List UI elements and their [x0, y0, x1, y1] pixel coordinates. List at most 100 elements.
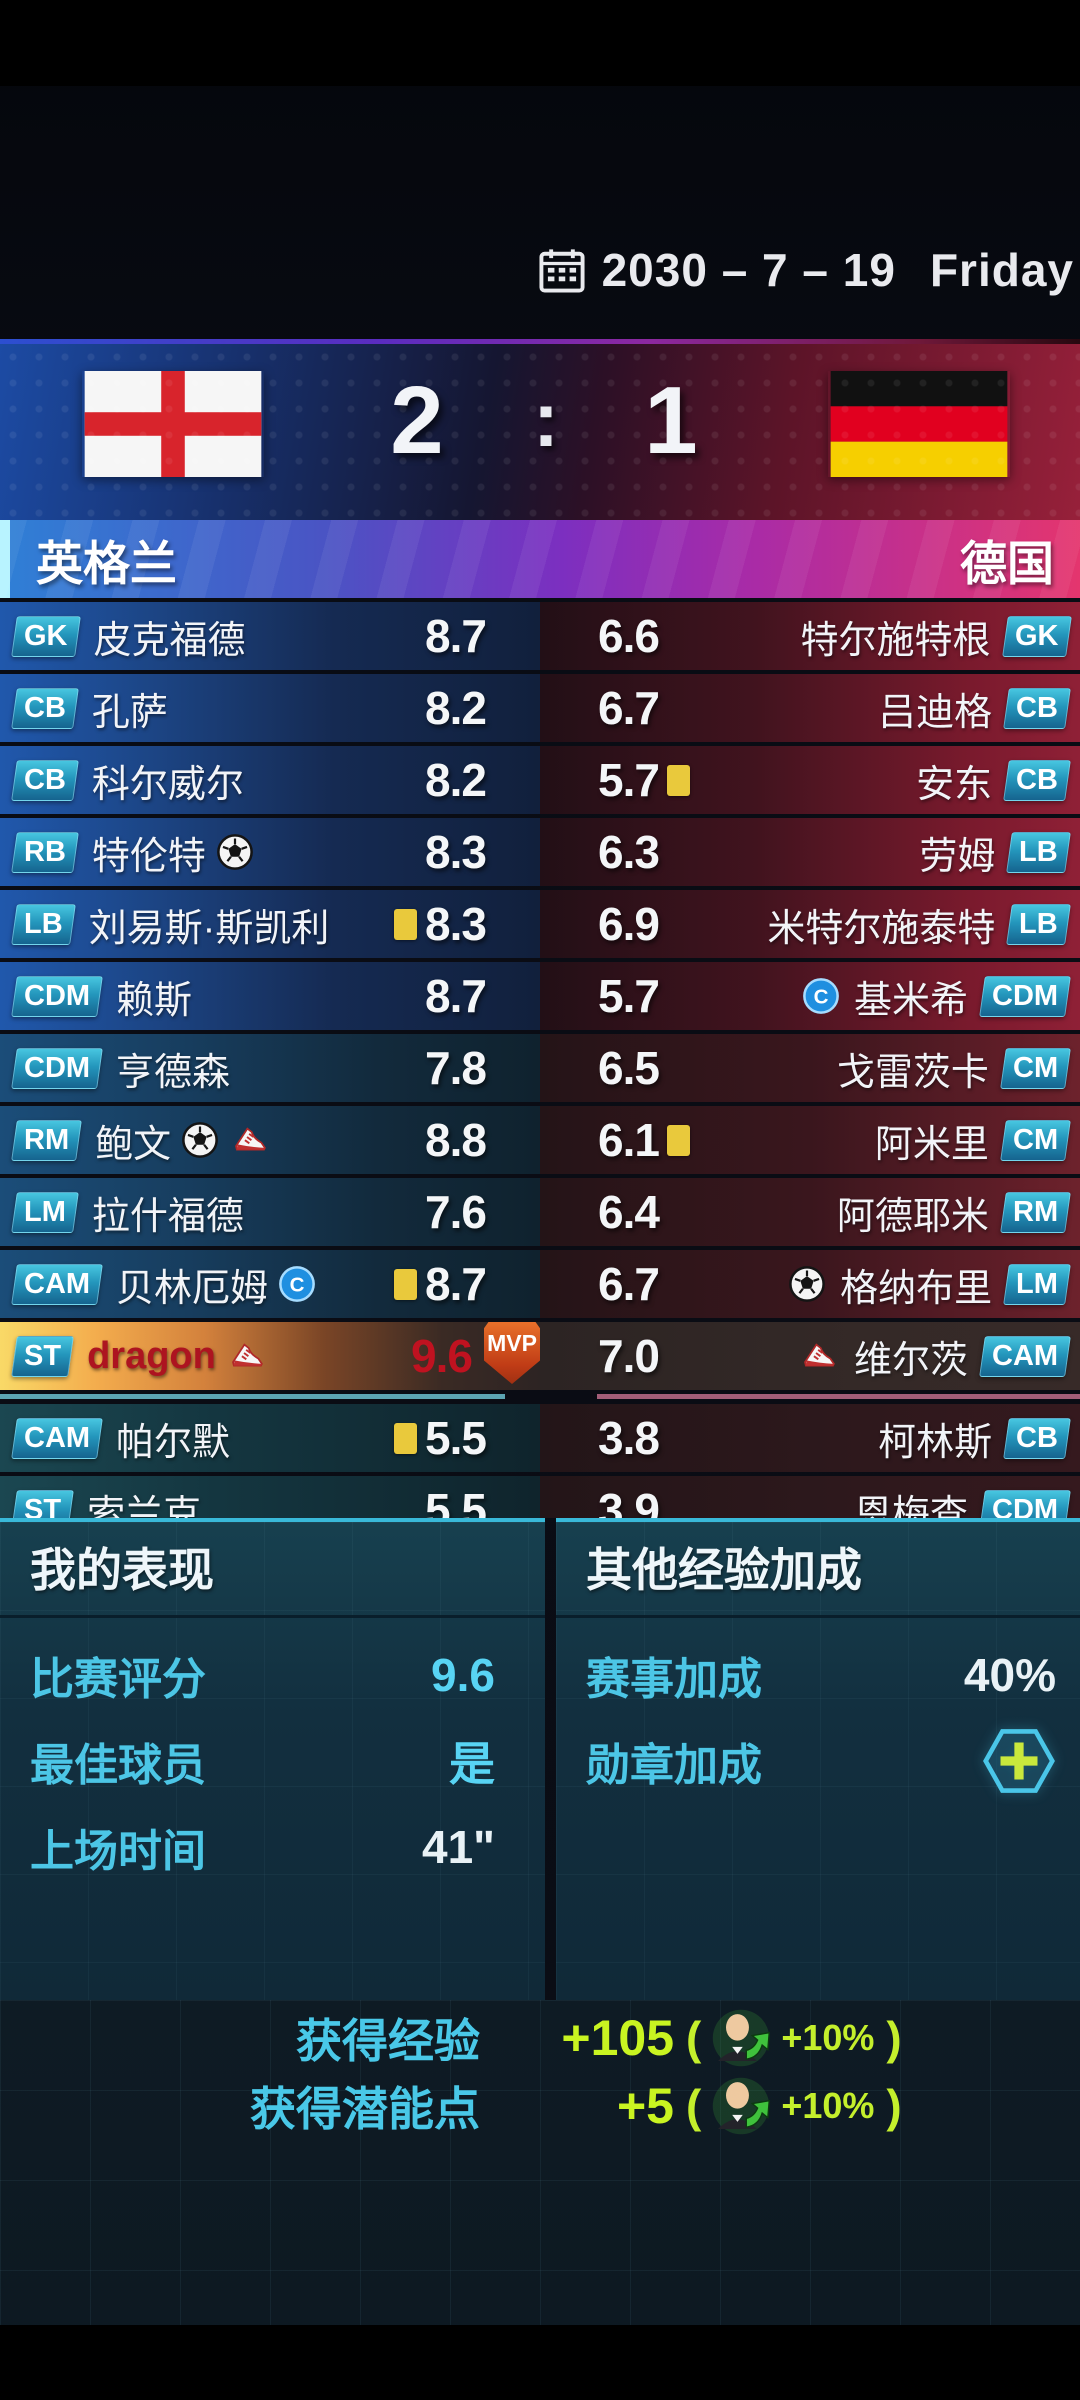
player-row[interactable]: ST dragon 9.6 MVP 7.0 维尔茨 CAM — [0, 1322, 1080, 1390]
position-badge: RM — [1000, 1191, 1071, 1233]
match-rating: 5.7 — [598, 970, 660, 1022]
home-player-cell: ST dragon 9.6 MVP — [0, 1322, 540, 1390]
position-badge: RM — [11, 1119, 82, 1161]
bottom-bar — [0, 2325, 1080, 2400]
player-row[interactable]: CDM 赖斯 8.7 5.7 C 基米希 CDM — [0, 962, 1080, 1030]
player-name: 皮克福德 — [93, 619, 246, 662]
match-rating: 3.8 — [598, 1412, 660, 1464]
captain-icon: C — [802, 977, 840, 1015]
stat-label: 勋章加成 — [586, 1741, 762, 1790]
player-name: 特伦特 — [91, 835, 206, 878]
yellow-card-icon — [394, 1422, 418, 1454]
medal-bonus-add-button[interactable] — [982, 1724, 1056, 1798]
home-player-cell: CDM 亨德森 7.8 — [0, 1034, 540, 1102]
match-rating: 6.7 — [598, 682, 660, 734]
player-name: 安东 — [916, 763, 993, 806]
player-row[interactable]: LM 拉什福德 7.6 6.4 阿德耶米 RM — [0, 1178, 1080, 1246]
match-rating: 6.5 — [598, 1042, 660, 1094]
home-player-cell: RB 特伦特 8.3 — [0, 818, 540, 886]
reward-value: +5 — [616, 2078, 674, 2134]
paren-open: ( — [686, 2080, 702, 2132]
panel-row: 赛事加成 40% — [556, 1632, 1080, 1718]
home-player-cell: CDM 赖斯 8.7 — [0, 962, 540, 1030]
position-badge: ST — [11, 1489, 74, 1518]
position-badge: CDM — [11, 975, 103, 1017]
player-row[interactable]: RM 鲍文 8.8 6.1 阿米里 CM — [0, 1106, 1080, 1174]
england-flag — [82, 371, 264, 477]
svg-text:C: C — [290, 1273, 305, 1296]
position-badge: CB — [1003, 759, 1071, 801]
match-rating: 6.1 — [598, 1114, 660, 1166]
away-team-name: 德国 — [960, 536, 1054, 590]
away-player-cell: 6.9 米特尔施泰特 LB — [540, 890, 1080, 958]
match-weekday: Friday — [929, 244, 1074, 296]
player-row[interactable]: CAM 贝林厄姆 C 8.7 6.7 格纳布里 LM — [0, 1250, 1080, 1318]
position-badge: CDM — [11, 1047, 103, 1089]
position-badge: LB — [11, 903, 76, 945]
home-score: 2 — [390, 367, 444, 474]
panel-row: 比赛评分 9.6 — [0, 1632, 545, 1718]
ball-icon — [216, 833, 254, 871]
calendar-icon — [536, 244, 588, 296]
match-rating: 9.6 — [411, 1330, 473, 1382]
match-rating: 8.7 — [425, 1258, 487, 1310]
match-rating: 8.2 — [425, 682, 487, 734]
stat-label: 上场时间 — [30, 1827, 206, 1876]
player-row[interactable]: LB 刘易斯·斯凯利 8.3 6.9 米特尔施泰特 LB — [0, 890, 1080, 958]
position-badge: CM — [1000, 1119, 1071, 1161]
performance-panel: 我的表现 比赛评分 9.6 最佳球员 是上场时间 41" — [0, 1518, 545, 2000]
match-date: 2030 – 7 – 19 — [601, 244, 896, 296]
player-name: 吕迪格 — [878, 691, 993, 734]
reward-bonus-percent: +10% — [781, 2085, 875, 2126]
yellow-card-icon — [394, 908, 418, 940]
date-row: 2030 – 7 – 19 Friday — [526, 243, 1074, 297]
player-row[interactable]: CB 孔萨 8.2 6.7 吕迪格 CB — [0, 674, 1080, 742]
germany-flag — [828, 371, 1010, 477]
player-name: 科尔威尔 — [91, 763, 244, 806]
player-row[interactable]: ST 索兰克 5.5 3.9 恩梅查 CDM — [0, 1476, 1080, 1518]
shoe-icon — [798, 1335, 840, 1377]
player-row[interactable]: GK 皮克福德 8.7 6.6 特尔施特根 GK — [0, 602, 1080, 670]
player-name: 格纳布里 — [840, 1267, 993, 1310]
player-row[interactable]: CAM 帕尔默 5.5 3.8 柯林斯 CB — [0, 1404, 1080, 1472]
position-badge: CM — [1000, 1047, 1071, 1089]
reward-value: +105 — [561, 2010, 674, 2066]
match-rating: 8.7 — [425, 970, 487, 1022]
match-rating: 6.4 — [598, 1186, 660, 1238]
svg-text:C: C — [814, 985, 829, 1008]
match-rating: 3.9 — [598, 1484, 660, 1518]
home-divider-line — [0, 1394, 505, 1399]
player-name: 恩梅查 — [853, 1493, 968, 1519]
stat-label: 赛事加成 — [586, 1655, 762, 1704]
away-player-cell: 6.4 阿德耶米 RM — [540, 1178, 1080, 1246]
position-badge: CB — [11, 759, 79, 801]
away-player-cell: 3.8 柯林斯 CB — [540, 1404, 1080, 1472]
away-player-cell: 6.3 劳姆 LB — [540, 818, 1080, 886]
match-rating: 8.3 — [425, 898, 487, 950]
away-player-cell: 7.0 维尔茨 CAM — [540, 1322, 1080, 1390]
panel-row: 最佳球员 是 — [0, 1718, 545, 1804]
position-badge: GK — [1001, 615, 1071, 657]
stat-value: 是 — [449, 1738, 495, 1790]
home-player-cell: CB 孔萨 8.2 — [0, 674, 540, 742]
ball-icon — [788, 1265, 826, 1303]
position-badge: CAM — [11, 1263, 103, 1305]
panel-row: 勋章加成 — [556, 1718, 1080, 1804]
away-player-cell: 6.7 吕迪格 CB — [540, 674, 1080, 742]
away-player-cell: 3.9 恩梅查 CDM — [540, 1476, 1080, 1518]
reward-row: 获得经验 +105(+10%) — [0, 2004, 1080, 2072]
player-name: 鲍文 — [95, 1123, 172, 1166]
player-name: 柯林斯 — [878, 1421, 993, 1464]
home-player-cell: CAM 贝林厄姆 C 8.7 — [0, 1250, 540, 1318]
player-row[interactable]: CDM 亨德森 7.8 6.5 戈雷茨卡 CM — [0, 1034, 1080, 1102]
ball-icon — [181, 1121, 219, 1159]
player-row[interactable]: CB 科尔威尔 8.2 5.7 安东 CB — [0, 746, 1080, 814]
home-player-cell: LM 拉什福德 7.6 — [0, 1178, 540, 1246]
match-rating: 8.7 — [425, 610, 487, 662]
player-row[interactable]: RB 特伦特 8.3 6.3 劳姆 LB — [0, 818, 1080, 886]
player-name: 赖斯 — [116, 979, 193, 1022]
stat-value: 40% — [963, 1649, 1056, 1701]
match-rating: 6.9 — [598, 898, 660, 950]
reward-row: 获得潜能点 +5(+10%) — [0, 2072, 1080, 2140]
